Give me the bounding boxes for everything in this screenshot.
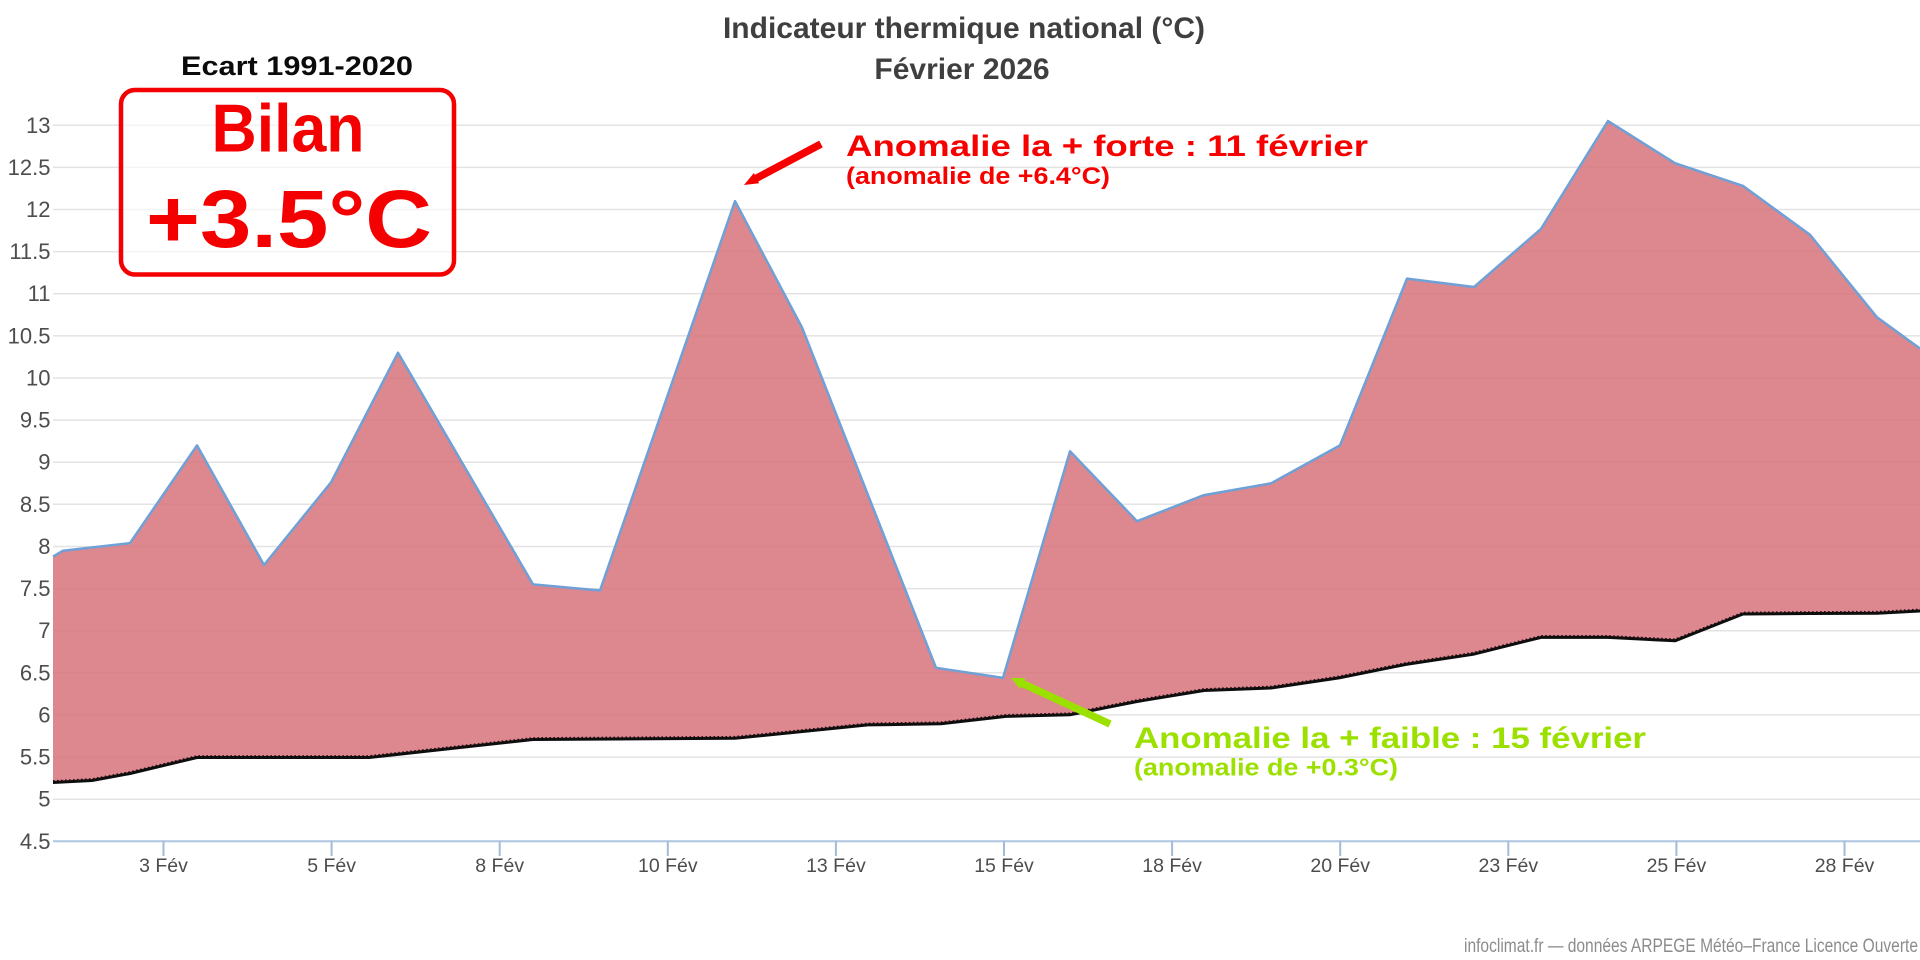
svg-text:15 Fév: 15 Fév bbox=[974, 855, 1034, 877]
svg-text:11: 11 bbox=[28, 281, 51, 306]
svg-text:9.5: 9.5 bbox=[20, 408, 51, 433]
svg-text:5.5: 5.5 bbox=[20, 745, 51, 770]
svg-text:Anomalie la + faible : 15 févr: Anomalie la + faible : 15 février bbox=[1134, 722, 1646, 755]
svg-text:25 Fév: 25 Fév bbox=[1647, 855, 1707, 877]
svg-text:Indicateur thermique national: Indicateur thermique national (°C) bbox=[723, 12, 1205, 45]
svg-text:10 Fév: 10 Fév bbox=[638, 855, 698, 877]
svg-text:Février 2026: Février 2026 bbox=[874, 53, 1049, 86]
svg-text:Ecart 1991-2020: Ecart 1991-2020 bbox=[181, 51, 413, 81]
svg-text:4.5: 4.5 bbox=[20, 829, 51, 854]
svg-text:28 Fév: 28 Fév bbox=[1815, 855, 1875, 877]
svg-text:(anomalie de +0.3°C): (anomalie de +0.3°C) bbox=[1134, 755, 1398, 782]
svg-text:Bilan: Bilan bbox=[212, 92, 365, 167]
svg-text:5: 5 bbox=[38, 787, 50, 812]
svg-text:12.5: 12.5 bbox=[8, 155, 51, 180]
svg-text:8: 8 bbox=[38, 534, 50, 559]
svg-text:20 Fév: 20 Fév bbox=[1310, 855, 1370, 877]
svg-text:23 Fév: 23 Fév bbox=[1478, 855, 1538, 877]
svg-text:7: 7 bbox=[38, 618, 50, 643]
svg-text:18 Fév: 18 Fév bbox=[1142, 855, 1202, 877]
svg-text:infoclimat.fr — données ARPEGE: infoclimat.fr — données ARPEGE Météo–Fra… bbox=[1464, 936, 1918, 957]
svg-text:9: 9 bbox=[38, 450, 50, 475]
svg-text:10: 10 bbox=[26, 366, 50, 391]
svg-text:Anomalie la + forte : 11 févri: Anomalie la + forte : 11 février bbox=[846, 130, 1368, 163]
svg-text:13: 13 bbox=[26, 113, 50, 138]
svg-text:6.5: 6.5 bbox=[20, 660, 51, 685]
svg-text:5 Fév: 5 Fév bbox=[307, 855, 356, 877]
svg-text:(anomalie de +6.4°C): (anomalie de +6.4°C) bbox=[846, 163, 1110, 190]
svg-text:6: 6 bbox=[38, 702, 50, 727]
svg-text:7.5: 7.5 bbox=[20, 576, 51, 601]
svg-text:13 Fév: 13 Fév bbox=[806, 855, 866, 877]
svg-text:8.5: 8.5 bbox=[20, 492, 51, 517]
svg-text:10.5: 10.5 bbox=[8, 323, 51, 348]
svg-text:11.5: 11.5 bbox=[9, 239, 50, 264]
svg-text:12: 12 bbox=[26, 197, 50, 222]
svg-text:+3.5°C: +3.5°C bbox=[146, 174, 432, 265]
svg-text:8 Fév: 8 Fév bbox=[475, 855, 524, 877]
svg-text:3 Fév: 3 Fév bbox=[139, 855, 188, 877]
